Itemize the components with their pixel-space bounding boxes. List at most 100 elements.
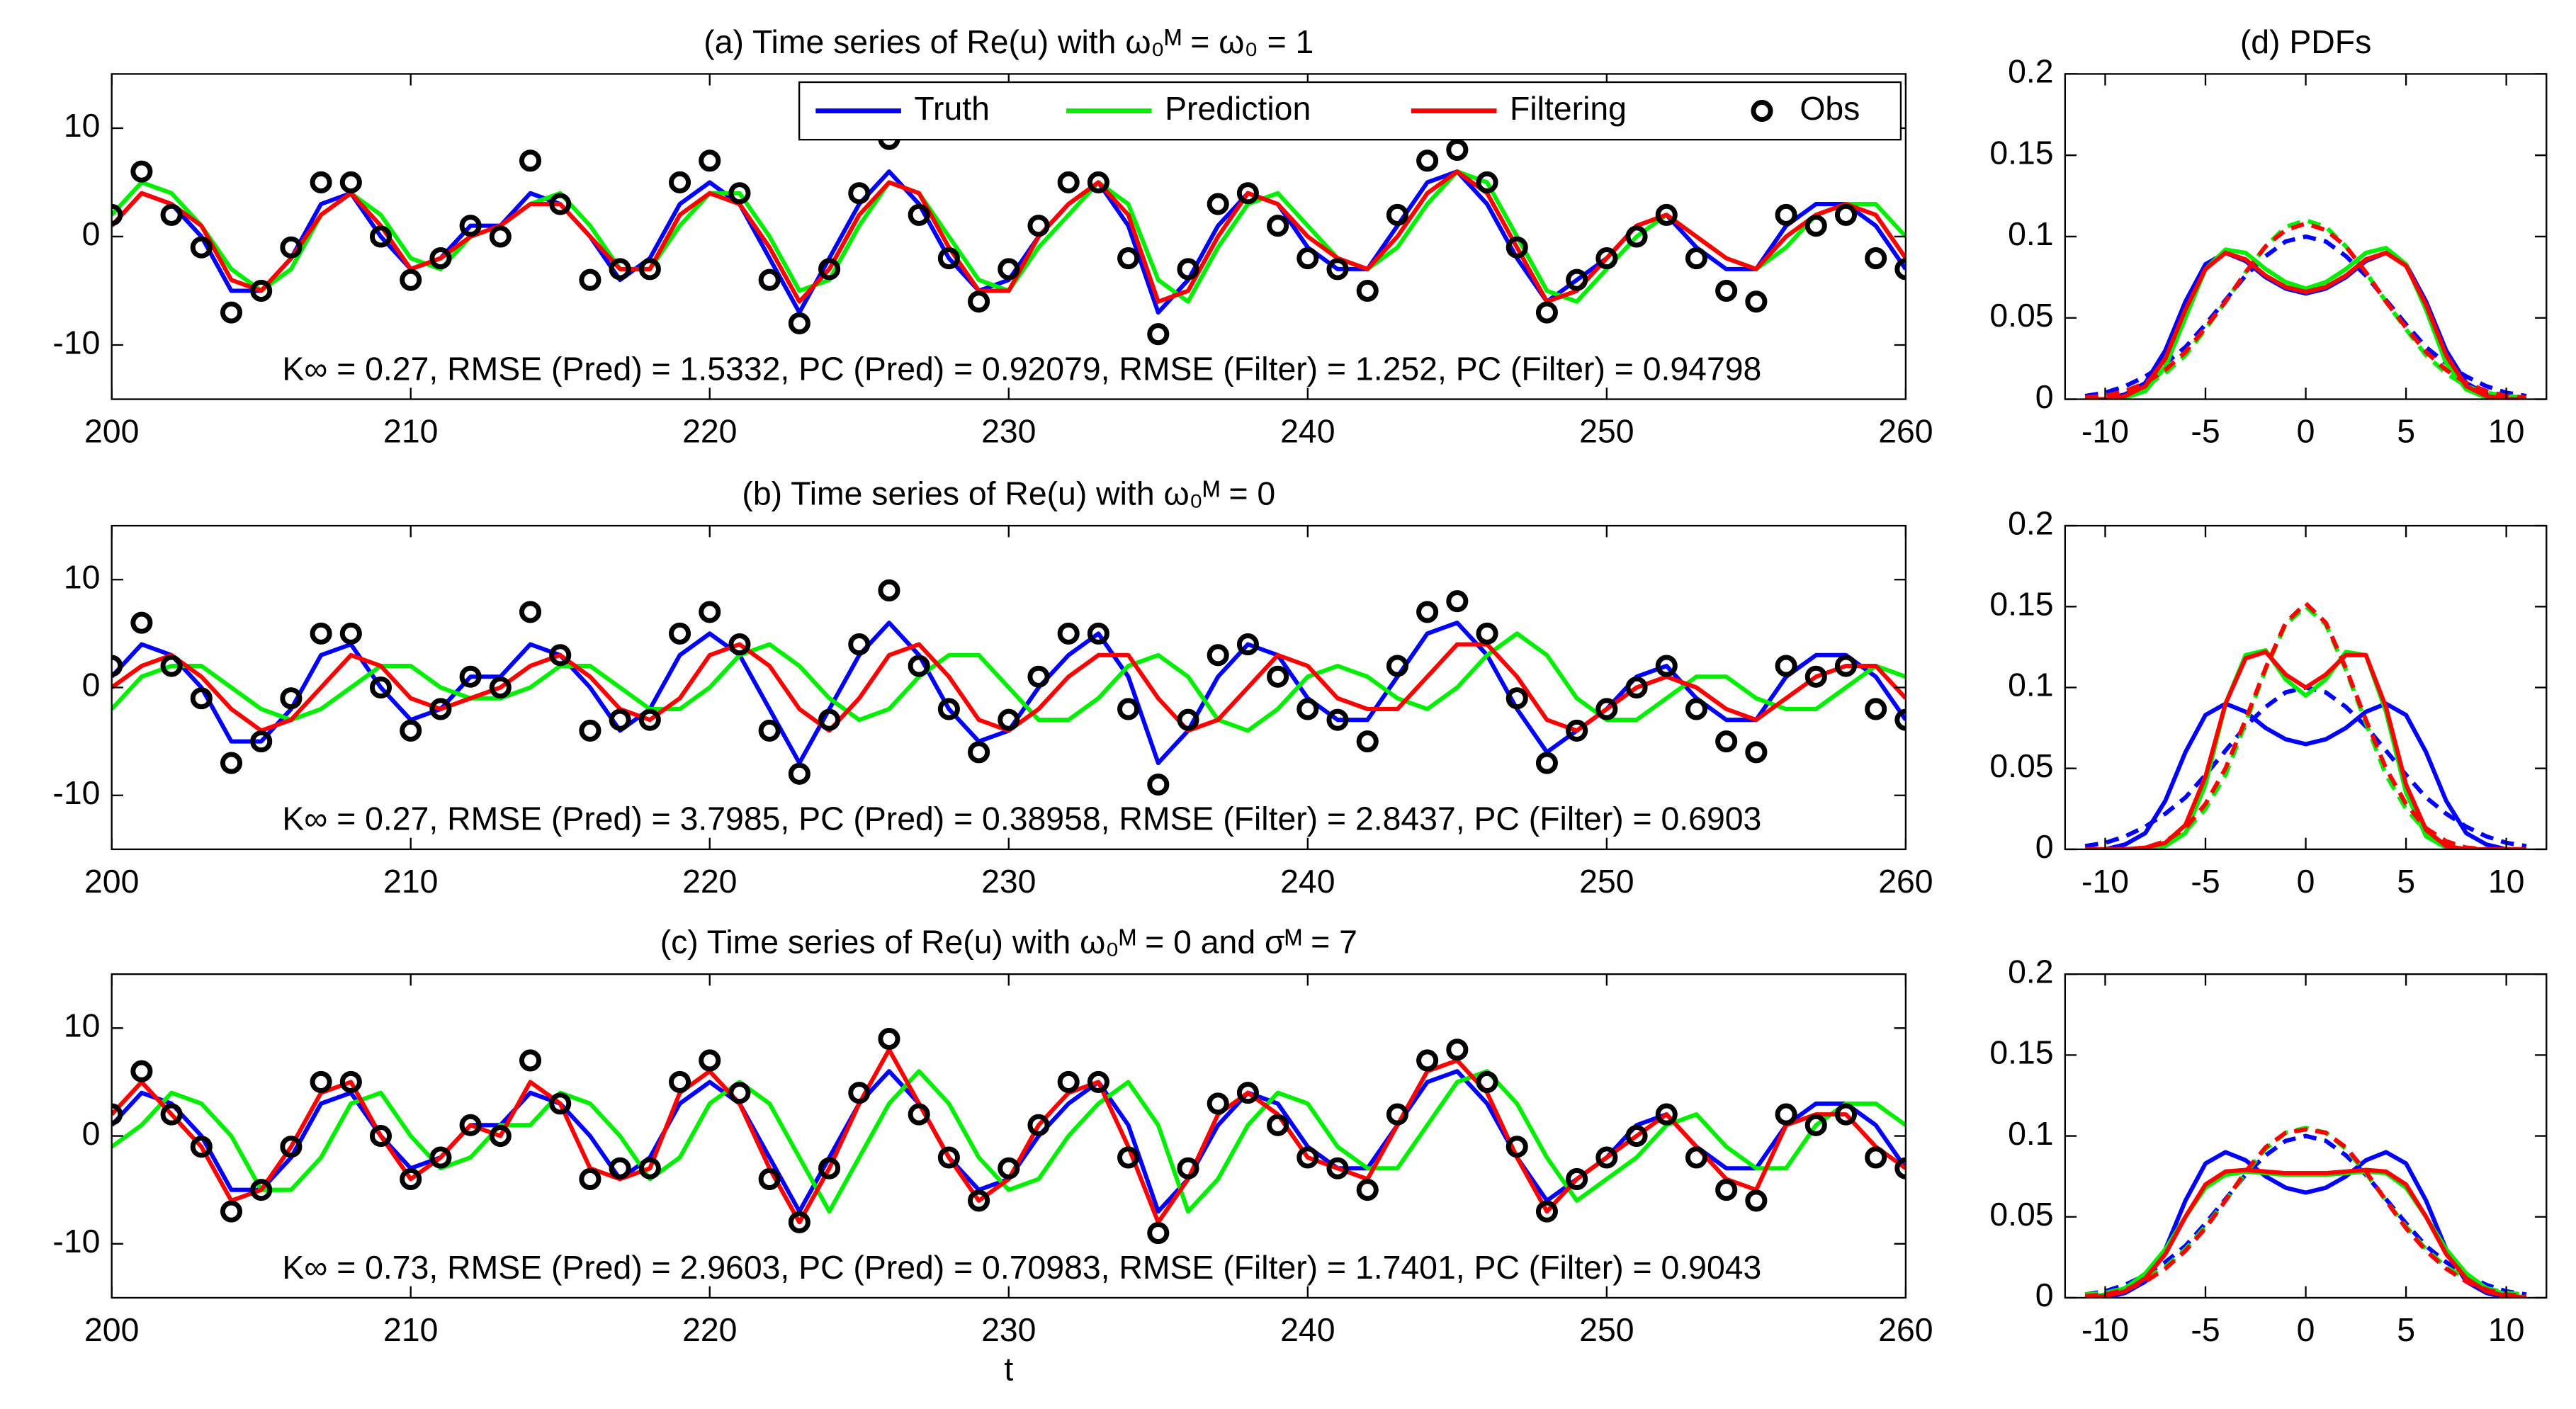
- obs-marker: [1027, 215, 1050, 237]
- obs-marker: [519, 601, 542, 623]
- obs-marker: [369, 676, 392, 699]
- obs-marker: [1087, 1070, 1109, 1093]
- obs-marker: [1356, 1179, 1379, 1201]
- obs-marker: [489, 1125, 512, 1148]
- obs-marker: [1147, 323, 1170, 346]
- obs-marker: [638, 708, 661, 731]
- obs-marker: [190, 687, 213, 710]
- x-tick-label: -5: [2191, 863, 2220, 900]
- obs-marker: [190, 236, 213, 259]
- y-tick-label: 0.1: [2008, 215, 2053, 252]
- obs-marker: [220, 752, 243, 774]
- obs-marker: [400, 268, 422, 291]
- x-axis-label: t: [1004, 1351, 1013, 1388]
- obs-marker: [280, 236, 303, 259]
- series-line: [2085, 701, 2526, 849]
- obs-marker: [549, 644, 572, 667]
- obs-marker: [429, 1146, 452, 1169]
- obs-marker: [1745, 290, 1768, 313]
- obs-marker: [1087, 171, 1109, 193]
- y-tick-label: 0.15: [1989, 1034, 2053, 1071]
- obs-marker: [1535, 301, 1558, 324]
- x-tick-label: 230: [981, 1311, 1036, 1348]
- obs-marker: [459, 665, 482, 688]
- obs-marker: [459, 215, 482, 237]
- obs-marker: [1297, 698, 1319, 720]
- y-tick-label: 10: [64, 1007, 101, 1044]
- y-tick-label: 0.2: [2008, 504, 2053, 541]
- obs-marker: [1834, 655, 1858, 677]
- obs-marker: [1177, 1157, 1199, 1179]
- obs-marker: [848, 633, 871, 656]
- obs-marker: [1595, 698, 1618, 720]
- x-tick-label: 230: [981, 412, 1036, 449]
- x-tick-label: 5: [2397, 1311, 2415, 1348]
- y-tick-label: 10: [64, 107, 101, 144]
- obs-marker: [1027, 1114, 1050, 1136]
- obs-marker: [579, 268, 601, 291]
- obs-marker: [1356, 279, 1379, 302]
- y-tick-label: 0.05: [1989, 1196, 2053, 1233]
- obs-marker: [1326, 708, 1349, 731]
- obs-marker: [728, 633, 751, 656]
- series-line: [111, 1069, 1906, 1214]
- y-tick-label: 0: [82, 215, 101, 252]
- obs-marker: [549, 193, 572, 215]
- obs-marker: [699, 601, 721, 623]
- obs-marker: [1386, 203, 1408, 226]
- x-tick-label: 260: [1878, 863, 1933, 900]
- obs-marker: [1236, 182, 1259, 205]
- obs-marker: [1894, 1157, 1906, 1179]
- obs-marker: [339, 1070, 362, 1093]
- obs-marker: [728, 182, 751, 205]
- y-tick-label: 0: [2035, 378, 2054, 415]
- obs-marker: [609, 708, 631, 731]
- y-tick-label: 0.1: [2008, 1115, 2053, 1152]
- series-line: [2085, 250, 2526, 400]
- obs-marker: [160, 203, 183, 226]
- obs-marker: [968, 1189, 990, 1212]
- obs-marker: [1236, 1082, 1259, 1104]
- obs-marker: [1685, 698, 1708, 720]
- obs-marker: [111, 655, 123, 677]
- x-tick-label: 210: [383, 863, 438, 900]
- obs-marker: [130, 611, 153, 634]
- x-tick-label: 230: [981, 863, 1036, 900]
- x-tick-label: -10: [2081, 863, 2129, 900]
- obs-marker: [758, 719, 781, 742]
- obs-marker: [1595, 1146, 1618, 1169]
- obs-marker: [968, 741, 990, 764]
- y-tick-label: 0: [82, 667, 101, 703]
- legend-label: Truth: [914, 90, 989, 127]
- obs-marker: [1865, 698, 1887, 720]
- obs-marker: [1566, 1167, 1588, 1190]
- plot-area: [2084, 217, 2527, 400]
- obs-marker: [1087, 622, 1109, 645]
- obs-marker: [937, 698, 960, 720]
- obs-marker: [848, 1082, 871, 1104]
- obs-marker: [878, 1027, 900, 1051]
- y-tick-label: -10: [52, 774, 100, 811]
- y-tick-label: -10: [52, 1223, 100, 1260]
- fit-curve: [2084, 1133, 2527, 1297]
- obs-marker: [699, 1049, 721, 1072]
- obs-marker: [669, 1070, 691, 1093]
- obs-marker: [280, 687, 303, 710]
- obs-marker: [1894, 708, 1906, 731]
- obs-marker: [459, 1114, 482, 1136]
- obs-marker: [1476, 171, 1498, 193]
- obs-marker: [1535, 1200, 1558, 1223]
- obs-marker: [1775, 1103, 1797, 1126]
- obs-marker: [1207, 644, 1229, 667]
- series-line: [2084, 1167, 2527, 1298]
- obs-marker: [609, 1157, 631, 1179]
- x-tick-label: 240: [1280, 1311, 1335, 1348]
- x-tick-label: 10: [2488, 412, 2525, 449]
- chart-title: (a) Time series of Re(u) with ω₀ᴹ = ω₀ =…: [704, 23, 1314, 60]
- obs-marker: [130, 160, 153, 183]
- x-tick-label: 220: [682, 1311, 737, 1348]
- obs-marker: [1745, 1189, 1768, 1212]
- obs-marker: [1865, 1146, 1887, 1169]
- obs-marker: [699, 149, 721, 172]
